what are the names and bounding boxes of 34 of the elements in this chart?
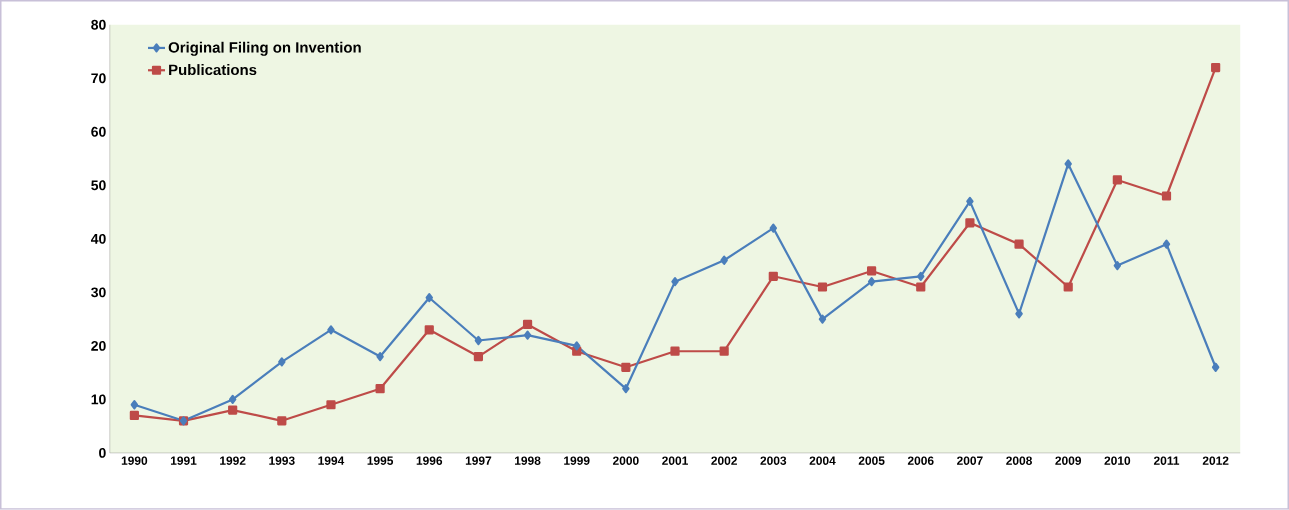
y-tick-label: 80 xyxy=(91,19,106,30)
x-tick-label: 2003 xyxy=(760,456,787,466)
x-tick-label: 2007 xyxy=(957,456,983,466)
x-tick-label: 1999 xyxy=(564,456,590,466)
x-tick-label: 1993 xyxy=(269,456,295,466)
x-tick-label: 2010 xyxy=(1104,456,1131,466)
x-tick-label: 1992 xyxy=(220,456,246,466)
y-tick-label: 30 xyxy=(91,287,106,298)
y-tick-label: 60 xyxy=(91,126,106,137)
y-tick-label: 40 xyxy=(90,234,106,244)
x-tick-label: 2006 xyxy=(907,456,934,466)
x-tick-label: 2002 xyxy=(711,456,737,466)
x-tick-label: 2011 xyxy=(1153,456,1180,466)
x-tick-label: 2009 xyxy=(1055,456,1082,466)
x-tick-label: 1998 xyxy=(515,456,541,466)
x-tick-label: 2012 xyxy=(1202,456,1229,466)
y-tick-label: 20 xyxy=(91,341,106,351)
x-tick-label: 1994 xyxy=(318,456,345,466)
x-tick-label: 2008 xyxy=(1006,456,1032,466)
x-tick-label: 1991 xyxy=(170,456,197,466)
legend-label: Publications xyxy=(169,64,257,76)
legend-label: Original Filing on Invention xyxy=(168,41,361,56)
x-tick-label: 1990 xyxy=(121,456,148,466)
x-tick-label: 1996 xyxy=(416,456,443,466)
x-tick-label: 2001 xyxy=(662,456,688,466)
y-tick-label: 70 xyxy=(91,73,106,84)
y-tick-label: 10 xyxy=(91,394,106,405)
x-tick-label: 1995 xyxy=(367,456,394,466)
x-tick-label: 2000 xyxy=(612,456,639,466)
y-tick-label: 50 xyxy=(91,180,106,191)
x-tick-label: 1997 xyxy=(465,456,492,466)
x-tick-label: 2004 xyxy=(809,456,836,466)
y-tick-label: 0 xyxy=(99,448,106,459)
x-tick-label: 2005 xyxy=(858,456,885,466)
